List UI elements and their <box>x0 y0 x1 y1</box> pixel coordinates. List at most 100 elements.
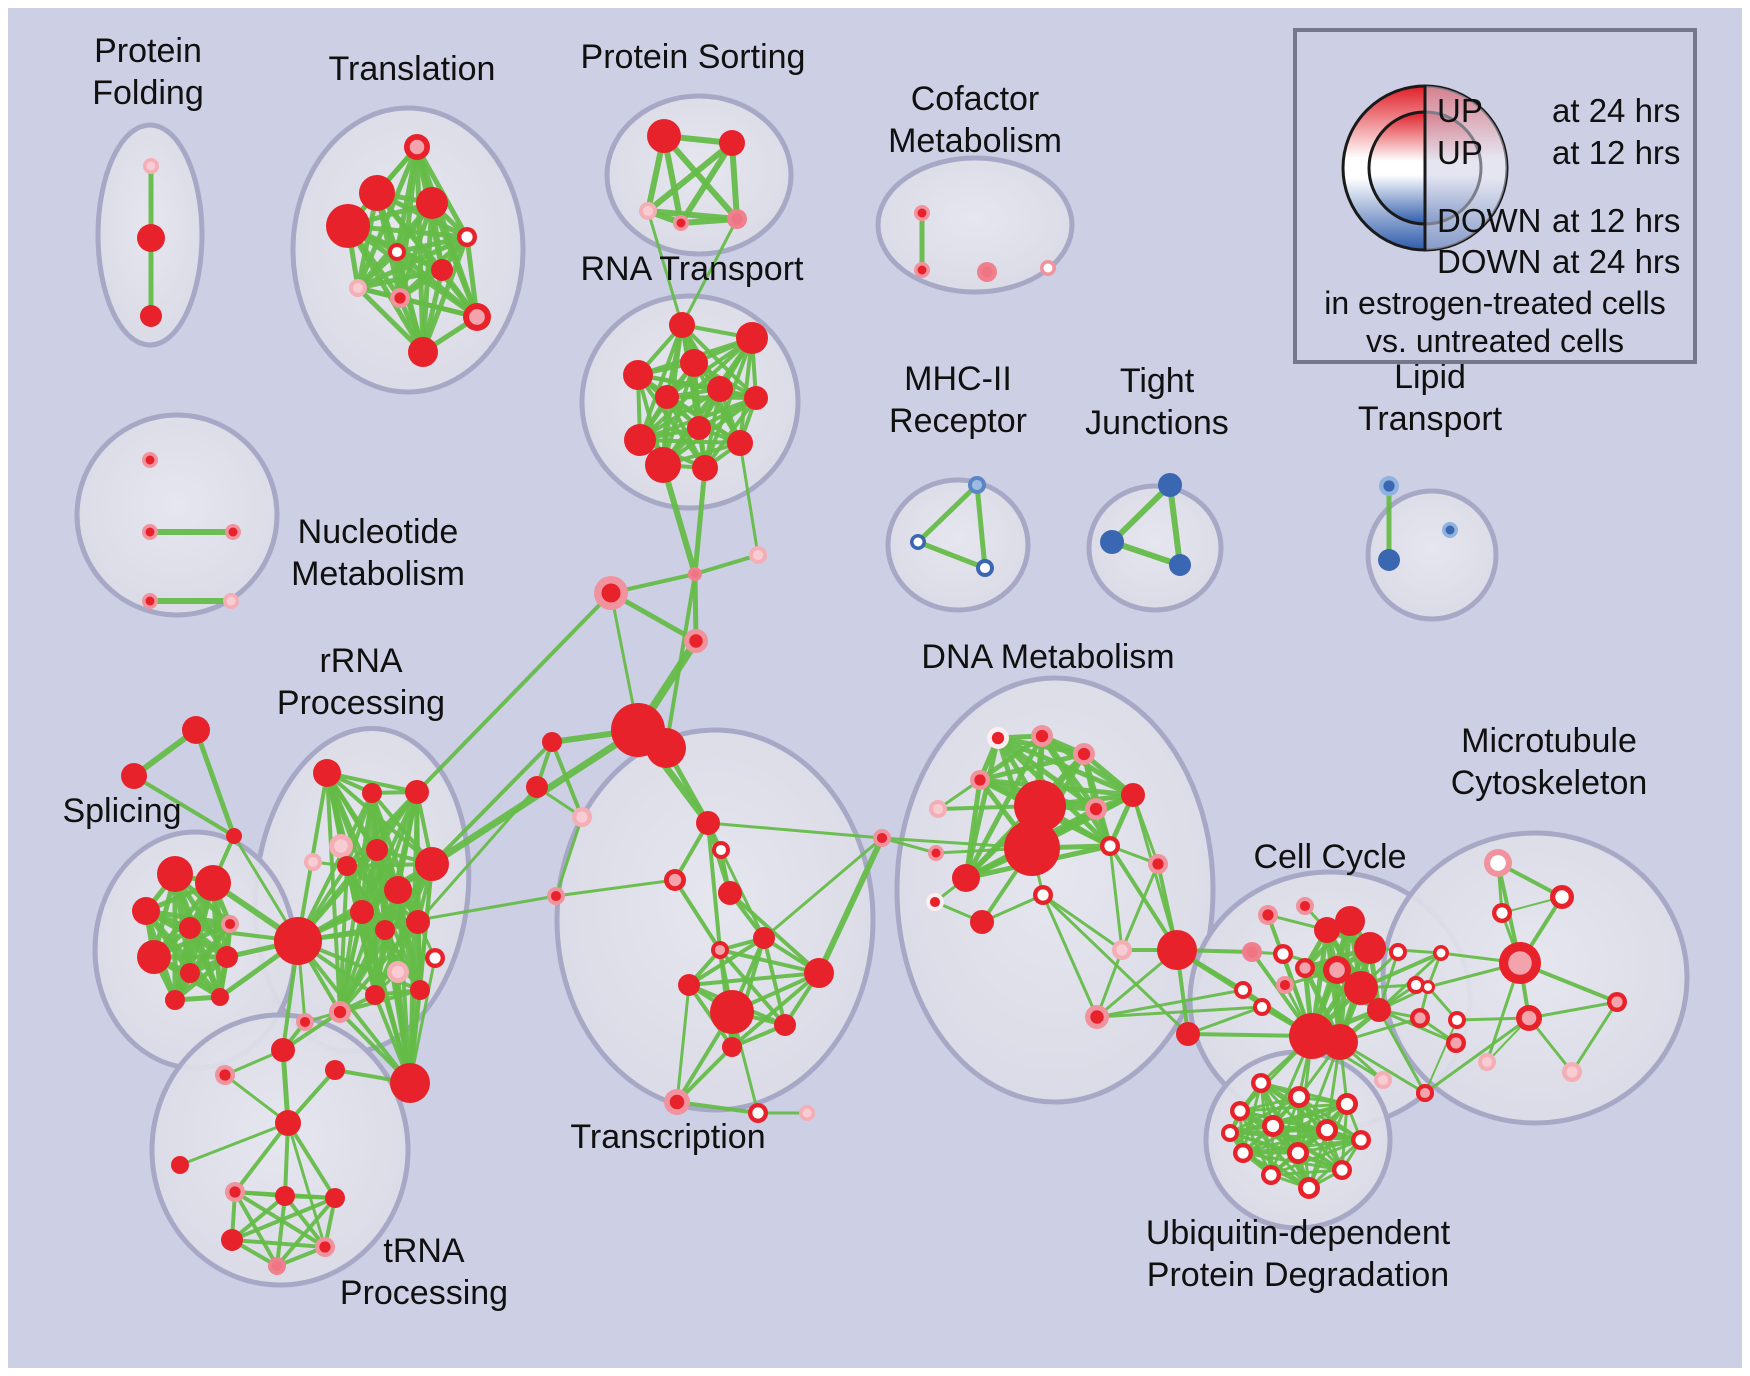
network-node-68-core[interactable] <box>284 927 312 955</box>
network-node-105-core[interactable] <box>1089 802 1103 816</box>
network-node-130-core[interactable] <box>1237 984 1249 996</box>
network-node-47-core[interactable] <box>682 978 696 992</box>
network-node-123-core[interactable] <box>1341 912 1359 930</box>
network-node-173-core[interactable] <box>1383 480 1395 492</box>
network-node-168-core[interactable] <box>913 537 923 547</box>
network-node-95-core[interactable] <box>329 1192 341 1204</box>
network-node-51-core[interactable] <box>726 1041 738 1053</box>
network-node-65-core[interactable] <box>220 950 234 964</box>
network-node-96-core[interactable] <box>225 1233 239 1247</box>
network-node-184-core[interactable] <box>226 596 236 606</box>
network-node-143-core[interactable] <box>1292 1090 1306 1104</box>
network-node-8-core[interactable] <box>391 246 403 258</box>
network-node-92-core[interactable] <box>174 1159 186 1171</box>
network-node-20-core[interactable] <box>743 329 761 347</box>
network-node-15-core[interactable] <box>724 135 740 151</box>
network-node-67-core[interactable] <box>214 991 226 1003</box>
network-node-42-core[interactable] <box>668 873 682 887</box>
network-node-16-core[interactable] <box>642 205 654 217</box>
network-node-11-core[interactable] <box>394 292 406 304</box>
network-node-162-core[interactable] <box>1611 996 1623 1008</box>
network-node-23-core[interactable] <box>712 381 728 397</box>
network-node-5-core[interactable] <box>335 213 361 239</box>
network-node-61-core[interactable] <box>183 921 197 935</box>
network-node-124-core[interactable] <box>1361 939 1379 957</box>
network-node-60-core[interactable] <box>138 903 154 919</box>
network-node-10-core[interactable] <box>352 282 364 294</box>
network-node-166-core[interactable] <box>1481 1056 1493 1068</box>
network-node-119-core[interactable] <box>1090 1010 1104 1024</box>
network-node-83-core[interactable] <box>414 984 426 996</box>
network-node-21-core[interactable] <box>686 355 702 371</box>
network-node-169-core[interactable] <box>979 562 991 574</box>
network-node-66-core[interactable] <box>169 994 181 1006</box>
network-node-106-core[interactable] <box>1025 791 1055 821</box>
network-node-33-core[interactable] <box>601 583 621 603</box>
network-node-110-core[interactable] <box>1104 840 1116 852</box>
network-node-7-core[interactable] <box>461 231 473 243</box>
network-node-165-core[interactable] <box>1419 1087 1431 1099</box>
network-node-112-core[interactable] <box>958 870 974 886</box>
network-node-180-core[interactable] <box>145 455 155 465</box>
network-node-148-core[interactable] <box>1237 1147 1249 1159</box>
network-node-183-core[interactable] <box>145 596 155 606</box>
network-node-24-core[interactable] <box>660 390 674 404</box>
network-node-78-core[interactable] <box>355 905 369 919</box>
network-node-4-core[interactable] <box>366 182 388 204</box>
network-node-36-core[interactable] <box>654 736 678 760</box>
network-node-76-core[interactable] <box>422 854 442 874</box>
network-node-150-core[interactable] <box>1355 1134 1367 1146</box>
network-node-100-core[interactable] <box>1035 729 1049 743</box>
network-node-121-core[interactable] <box>1299 900 1311 912</box>
network-node-22-core[interactable] <box>629 366 647 384</box>
network-node-1-core[interactable] <box>143 230 159 246</box>
network-node-134-core[interactable] <box>1329 1031 1351 1053</box>
network-node-101-core[interactable] <box>1077 747 1091 761</box>
network-node-117-core[interactable] <box>1165 938 1189 962</box>
network-node-50-core[interactable] <box>778 1018 792 1032</box>
network-node-97-core[interactable] <box>319 1241 331 1253</box>
network-node-118-core[interactable] <box>1181 1027 1195 1041</box>
network-node-113-core[interactable] <box>929 896 941 908</box>
network-node-139-core[interactable] <box>1377 1074 1389 1086</box>
network-node-19-core[interactable] <box>674 317 690 333</box>
network-node-75-core[interactable] <box>370 843 384 857</box>
network-node-30-core[interactable] <box>697 460 713 476</box>
network-node-91-core[interactable] <box>280 1115 296 1131</box>
network-node-178-core[interactable] <box>981 266 993 278</box>
network-node-28-core[interactable] <box>732 435 748 451</box>
network-node-57-core[interactable] <box>229 831 239 841</box>
network-node-59-core[interactable] <box>202 872 224 894</box>
network-node-157-core[interactable] <box>1496 907 1508 919</box>
network-node-132-core[interactable] <box>1279 979 1291 991</box>
network-node-72-core[interactable] <box>334 839 348 853</box>
network-node-161-core[interactable] <box>1521 1010 1537 1026</box>
network-node-85-core[interactable] <box>333 1005 347 1019</box>
network-node-69-core[interactable] <box>319 765 335 781</box>
network-node-179-core[interactable] <box>1043 263 1053 273</box>
network-node-31-core[interactable] <box>691 570 699 578</box>
network-node-177-core[interactable] <box>917 265 927 275</box>
network-node-142-core[interactable] <box>1255 1077 1267 1089</box>
network-node-79-core[interactable] <box>379 924 391 936</box>
network-node-6-core[interactable] <box>423 194 441 212</box>
network-node-81-core[interactable] <box>429 952 441 964</box>
network-node-3-core[interactable] <box>409 139 425 155</box>
network-node-159-core[interactable] <box>1436 948 1446 958</box>
network-node-145-core[interactable] <box>1234 1105 1246 1117</box>
network-node-87-core[interactable] <box>299 1016 311 1028</box>
network-node-102-core[interactable] <box>974 774 986 786</box>
network-node-152-core[interactable] <box>1302 1181 1316 1195</box>
network-node-71-core[interactable] <box>410 785 424 799</box>
network-node-55-core[interactable] <box>188 722 204 738</box>
network-node-144-core[interactable] <box>1340 1097 1354 1111</box>
network-node-46-core[interactable] <box>757 931 771 945</box>
network-node-70-core[interactable] <box>366 787 378 799</box>
network-node-174-core[interactable] <box>1382 553 1396 567</box>
network-node-158-core[interactable] <box>1508 951 1532 975</box>
network-node-56-core[interactable] <box>126 768 142 784</box>
network-node-171-core[interactable] <box>1105 535 1119 549</box>
network-node-58-core[interactable] <box>164 863 186 885</box>
network-node-164-core[interactable] <box>1566 1066 1578 1078</box>
network-node-14-core[interactable] <box>654 126 674 146</box>
